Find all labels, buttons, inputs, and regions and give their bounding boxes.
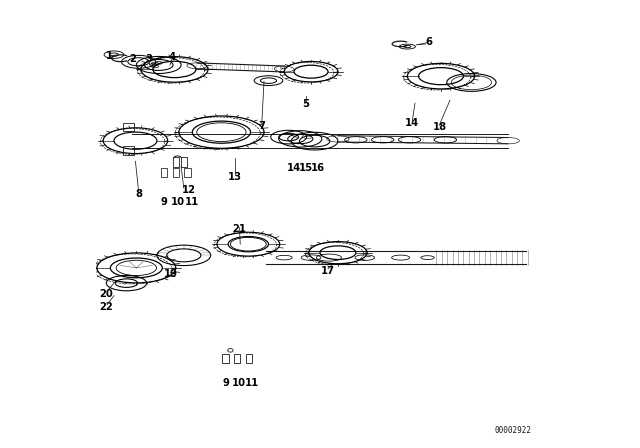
Text: 13: 13 [228,172,242,182]
Text: 00002922: 00002922 [494,426,531,435]
Text: 15: 15 [299,163,313,172]
Text: 22: 22 [99,302,113,312]
Text: 9: 9 [161,198,168,207]
Text: 1: 1 [106,51,113,61]
Text: 20: 20 [99,289,113,299]
Text: 18: 18 [433,122,447,132]
Text: 11: 11 [185,198,200,207]
Text: 8: 8 [135,189,142,198]
Text: 21: 21 [232,224,246,234]
Text: 11: 11 [244,378,259,388]
Text: 6: 6 [426,37,433,47]
Text: 3: 3 [145,54,152,64]
Text: 16: 16 [311,163,325,172]
Text: 19: 19 [164,269,179,279]
Text: 7: 7 [259,121,265,131]
Text: 10: 10 [171,198,185,207]
Text: 9: 9 [223,378,229,388]
Text: 4: 4 [168,52,176,62]
Text: 14: 14 [287,163,301,172]
Text: 12: 12 [182,185,196,195]
Text: 17: 17 [321,266,335,276]
Text: 5: 5 [302,99,309,109]
Text: 2: 2 [130,54,136,64]
Text: 14: 14 [405,118,419,128]
Text: 10: 10 [232,378,246,388]
